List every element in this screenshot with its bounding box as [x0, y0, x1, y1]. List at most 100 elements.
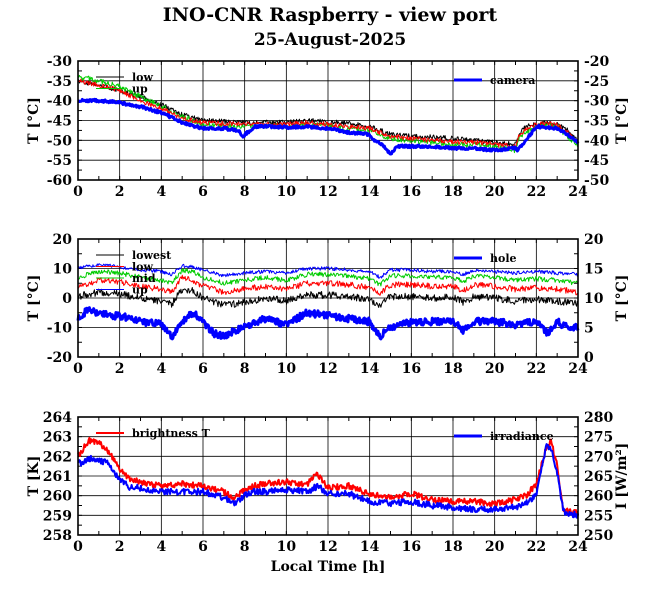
x-tick-label: 14 — [360, 184, 380, 200]
x-tick-label: 4 — [156, 184, 166, 200]
y-tick-label: -45 — [47, 114, 72, 130]
x-tick-label: 12 — [318, 361, 337, 377]
series-line-camera — [77, 97, 580, 156]
y-tick-label: -20 — [47, 350, 73, 366]
legend-label: irradiance — [490, 430, 554, 443]
y-tick-label: 0 — [62, 291, 72, 307]
series-line-irradiance — [77, 443, 579, 519]
x-tick-label: 22 — [527, 539, 546, 555]
y-tick-label: -40 — [47, 94, 73, 110]
y-tick-label: -50 — [47, 133, 73, 149]
x-tick-label: 4 — [156, 539, 166, 555]
legend-label: hole — [490, 252, 517, 265]
y2-tick-label: 10 — [584, 291, 604, 307]
x-tick-label: 0 — [73, 539, 83, 555]
panel-1: 0 2 4 6 8 10 12 14 16 18 20 22 24-60-55-50-45-40-35-… — [26, 54, 630, 200]
y2-tick-label: -20 — [584, 54, 610, 70]
y2-tick-label: -30 — [584, 94, 610, 110]
y-axis-label: T [°C] — [26, 97, 42, 144]
y-tick-label: 263 — [43, 430, 72, 446]
x-tick-label: 6 — [198, 539, 208, 555]
x-tick-label: 10 — [277, 184, 297, 200]
y2-tick-label: 15 — [584, 262, 603, 278]
x-tick-label: 8 — [240, 184, 250, 200]
series-line-lowest — [77, 287, 579, 308]
x-tick-label: 2 — [115, 539, 125, 555]
y2-tick-label: 260 — [584, 489, 613, 505]
panels: 0 2 4 6 8 10 12 14 16 18 20 22 24-60-55-50-45-40-35-… — [26, 54, 630, 575]
y-tick-label: 260 — [43, 489, 72, 505]
x-tick-label: 20 — [485, 184, 505, 200]
legend-label: mid — [132, 272, 156, 285]
x-tick-label: 2 — [115, 361, 125, 377]
y-axis-label: T [K] — [26, 456, 42, 497]
legend-label: up — [132, 83, 148, 96]
y-tick-label: 258 — [43, 528, 72, 544]
series-line-brightness-T — [77, 436, 579, 516]
series-line-hole — [76, 306, 580, 341]
y2-tick-label: 265 — [584, 469, 613, 485]
panel-3: 0 2 4 6 8 10 12 14 16 18 20 22 242582592602612622632… — [26, 410, 630, 575]
y2-tick-label: 275 — [584, 430, 613, 446]
x-tick-label: 6 — [198, 184, 208, 200]
y2-axis-label: I [W/m²] — [614, 443, 630, 509]
x-tick-label: 18 — [443, 361, 462, 377]
x-tick-label: 10 — [277, 539, 297, 555]
x-tick-label: 0 — [73, 361, 83, 377]
x-tick-label: 2 — [115, 184, 125, 200]
x-tick-label: 24 — [568, 361, 588, 377]
y-tick-label: 20 — [53, 232, 73, 248]
x-tick-label: 22 — [527, 184, 546, 200]
plot-frame — [77, 416, 579, 536]
y-tick-label: -30 — [47, 54, 73, 70]
x-tick-label: 16 — [402, 361, 421, 377]
y2-tick-label: -25 — [584, 74, 609, 90]
x-axis-label: Local Time [h] — [271, 559, 386, 575]
y-axis-label: T [°C] — [26, 275, 42, 322]
x-tick-label: 12 — [318, 539, 337, 555]
y2-tick-label: -45 — [584, 153, 609, 169]
x-tick-label: 18 — [443, 184, 462, 200]
legend-label: lowest — [132, 249, 172, 262]
x-tick-label: 10 — [277, 361, 297, 377]
y-tick-label: 259 — [43, 508, 72, 524]
y2-tick-label: 280 — [584, 410, 613, 426]
plot-frame — [77, 60, 579, 181]
y-tick-label: 10 — [53, 262, 73, 278]
series-line-mid — [77, 268, 579, 287]
y2-tick-label: 250 — [584, 528, 613, 544]
y2-tick-label: -35 — [584, 114, 609, 130]
y2-tick-label: 20 — [584, 232, 604, 248]
legend-label: up — [132, 284, 148, 297]
x-tick-label: 14 — [360, 539, 380, 555]
x-tick-label: 8 — [240, 539, 250, 555]
legend-label: low — [132, 71, 154, 84]
y2-tick-label: 0 — [584, 350, 594, 366]
legend-label: low — [132, 261, 154, 274]
x-tick-label: 16 — [402, 184, 421, 200]
plot-frame — [77, 238, 579, 358]
chart-title: INO-CNR Raspberry - view port — [163, 4, 498, 26]
y-tick-label: 261 — [43, 469, 72, 485]
y2-axis-label: T [°C] — [614, 97, 630, 144]
legend-label: brightness T — [132, 427, 211, 440]
legend-label: camera — [490, 74, 535, 87]
series-line-low — [77, 274, 579, 296]
x-tick-label: 6 — [198, 361, 208, 377]
x-tick-label: 14 — [360, 361, 380, 377]
x-tick-label: 8 — [240, 361, 250, 377]
y-tick-label: 262 — [43, 449, 72, 465]
x-tick-label: 20 — [485, 539, 505, 555]
x-tick-label: 20 — [485, 361, 505, 377]
y2-tick-label: 270 — [584, 449, 613, 465]
x-tick-label: 12 — [318, 184, 337, 200]
chart-subtitle: 25-August-2025 — [254, 30, 406, 50]
x-tick-label: 24 — [568, 539, 588, 555]
y-tick-label: -10 — [47, 321, 73, 337]
x-tick-label: 24 — [568, 184, 588, 200]
y2-axis-label: T [°C] — [614, 275, 630, 322]
x-tick-label: 22 — [527, 361, 546, 377]
y-tick-label: -35 — [47, 74, 72, 90]
